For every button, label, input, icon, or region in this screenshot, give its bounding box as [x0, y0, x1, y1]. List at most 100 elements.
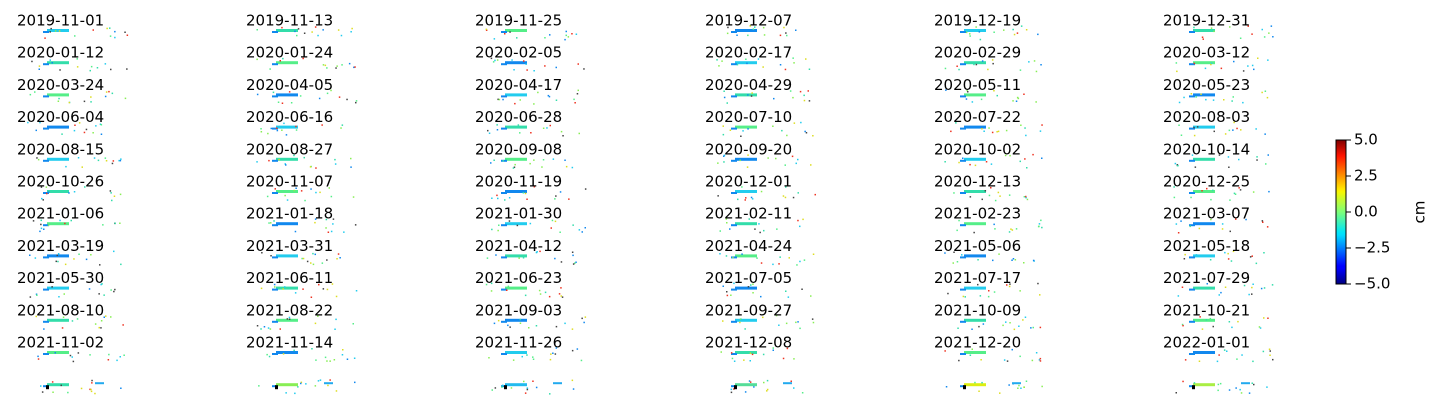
- map-streak: [47, 61, 69, 65]
- map-speck: [269, 68, 271, 70]
- map-speck: [504, 199, 506, 201]
- map-streak: [276, 318, 298, 322]
- map-speck: [1245, 218, 1247, 221]
- map-pixels: [29, 90, 127, 104]
- map-speck: [1206, 254, 1208, 257]
- map-speck: [1228, 321, 1231, 323]
- map-date-label: 2021-05-30: [17, 269, 104, 287]
- map-speck: [1035, 352, 1038, 354]
- map-speck: [745, 58, 747, 60]
- map-streak: [960, 63, 966, 66]
- map-speck: [1178, 124, 1180, 126]
- map-speck: [533, 103, 535, 105]
- map-streak: [964, 61, 986, 65]
- map-speck: [58, 30, 61, 32]
- map-speck: [1210, 27, 1213, 29]
- map-speck: [1013, 328, 1016, 331]
- map-speck: [555, 325, 558, 328]
- map-speck: [549, 358, 552, 361]
- map-speck: [722, 285, 724, 287]
- map-speck: [1263, 36, 1266, 38]
- map-speck: [54, 30, 57, 32]
- map-speck: [47, 191, 50, 193]
- map-speck: [580, 359, 583, 362]
- map-speck: [1251, 382, 1253, 384]
- map-speck: [314, 253, 316, 256]
- map-speck: [497, 319, 500, 322]
- map-speck: [978, 31, 981, 33]
- map-speck: [302, 57, 304, 60]
- map-speck: [1226, 350, 1228, 352]
- map-streak: [735, 351, 757, 354]
- map-speck: [273, 220, 275, 222]
- map-speck: [70, 219, 72, 222]
- map-streak: [964, 157, 986, 161]
- map-streak: [1193, 29, 1215, 32]
- map-speck: [568, 198, 570, 200]
- map-date-label: 2021-04-24: [705, 237, 792, 255]
- map-speck: [1009, 283, 1011, 285]
- map-speck: [328, 187, 330, 189]
- map-streak: [731, 31, 737, 33]
- map-speck: [719, 230, 721, 232]
- map-speck: [43, 328, 45, 330]
- map-speck: [1193, 126, 1195, 129]
- map-speck: [726, 291, 728, 293]
- map-speck: [571, 349, 574, 352]
- map-speck: [126, 34, 129, 36]
- map-speck: [785, 290, 787, 292]
- map-speck: [992, 62, 994, 65]
- map-streak: [43, 224, 49, 227]
- map-speck: [1039, 130, 1042, 132]
- map-streak: [47, 93, 69, 97]
- map-speck: [1176, 70, 1178, 73]
- map-pixels: [1175, 57, 1269, 73]
- map-speck: [1239, 37, 1242, 39]
- map-pixels: [493, 316, 587, 330]
- map-date-label: 2021-09-03: [475, 301, 562, 319]
- map-speck: [306, 260, 309, 263]
- map-date-label: 2021-01-30: [475, 205, 562, 223]
- map-pixels: [31, 58, 128, 72]
- map-pixels: [1173, 186, 1270, 201]
- map-speck: [98, 293, 100, 295]
- map-speck: [90, 390, 93, 393]
- map-pixels: [487, 124, 580, 137]
- colorbar-tick-label: −2.5: [1354, 239, 1390, 257]
- map-pixels: [719, 218, 804, 234]
- map-streak: [276, 222, 298, 226]
- map-speck: [1267, 317, 1269, 319]
- map-speck: [1200, 93, 1202, 95]
- map-speck: [1011, 259, 1013, 261]
- map-speck: [1213, 30, 1215, 33]
- map-speck: [41, 391, 44, 393]
- map-speck: [967, 91, 969, 93]
- map-speck: [277, 101, 280, 103]
- map-speck: [792, 57, 794, 59]
- map-speck: [567, 36, 570, 38]
- map-speck: [281, 26, 283, 29]
- map-speck: [953, 251, 955, 253]
- map-speck: [964, 296, 966, 298]
- map-speck: [1031, 359, 1034, 362]
- map-speck: [109, 35, 112, 37]
- map-speck: [348, 62, 351, 65]
- map-streak: [1193, 157, 1215, 161]
- map-speck: [95, 125, 97, 127]
- map-speck: [554, 353, 557, 355]
- map-speck: [37, 358, 40, 360]
- map-speck: [502, 98, 504, 101]
- map-speck: [335, 295, 338, 298]
- map-speck: [723, 154, 726, 157]
- map-speck: [54, 352, 56, 354]
- map-date-label: 2020-06-04: [17, 108, 104, 126]
- map-date-label: 2021-04-12: [475, 237, 562, 255]
- map-speck: [744, 328, 746, 330]
- map-speck: [56, 254, 58, 257]
- map-speck: [496, 194, 498, 197]
- map-speck: [64, 263, 67, 266]
- map-speck: [1037, 225, 1040, 228]
- map-date-label: 2020-09-20: [705, 140, 792, 158]
- map-speck: [1238, 187, 1240, 189]
- map-date-label: 2020-05-23: [1163, 76, 1250, 94]
